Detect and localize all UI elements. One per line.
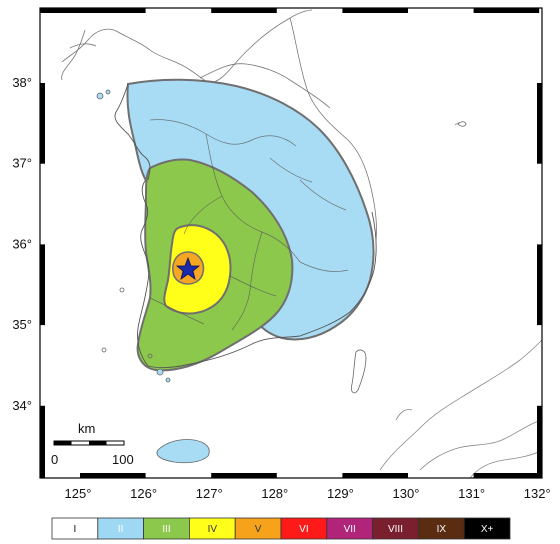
latitude-tick-label: 38° xyxy=(12,75,32,90)
legend-swatch xyxy=(463,517,511,540)
latitude-tick-label: 37° xyxy=(12,156,32,171)
legend-item: VIII xyxy=(372,517,419,540)
ulleung-island xyxy=(457,121,467,127)
legend-label: IV xyxy=(208,524,218,535)
scale-unit: km xyxy=(78,421,95,436)
longitude-tick-label: 132° xyxy=(524,486,551,501)
intensity-legend: I II III IV V VI VII VIII IX X+ xyxy=(51,517,511,540)
neighbor-coastlines xyxy=(61,9,377,241)
legend-item: VI xyxy=(280,517,328,540)
latitude-tick-label: 34° xyxy=(12,398,32,413)
map-frame xyxy=(39,7,543,479)
legend-label: II xyxy=(118,524,124,535)
latitude-axis: 38° 37° 36° 35° 34° xyxy=(12,75,32,413)
islands xyxy=(96,89,467,464)
province-borders xyxy=(149,119,349,331)
longitude-tick-label: 126° xyxy=(130,486,157,501)
epicenter-star-icon xyxy=(175,256,201,280)
legend-item: III xyxy=(143,517,190,540)
legend-label: VI xyxy=(299,524,308,535)
legend-label: I xyxy=(74,524,77,535)
longitude-tick-label: 128° xyxy=(261,486,288,501)
longitude-tick-label: 127° xyxy=(196,486,223,501)
tsushima-island xyxy=(351,349,367,394)
legend-item: IV xyxy=(188,517,236,540)
longitude-tick-label: 130° xyxy=(393,486,420,501)
longitude-tick-label: 131° xyxy=(458,486,485,501)
legend-label: IX xyxy=(437,524,447,535)
legend-label: VIII xyxy=(388,524,403,535)
legend-item: I xyxy=(51,517,99,540)
legend-item: IX xyxy=(417,517,465,540)
scale-start: 0 xyxy=(51,452,58,467)
longitude-tick-label: 125° xyxy=(65,486,92,501)
scale-end: 100 xyxy=(112,452,134,467)
longitude-axis: 125° 126° 127° 128° 129° 130° 131° 132° xyxy=(65,486,551,501)
latitude-tick-label: 36° xyxy=(12,236,32,251)
legend-item: V xyxy=(234,517,282,540)
legend-label: V xyxy=(255,524,262,535)
legend-item: VII xyxy=(326,517,373,540)
latitude-tick-label: 35° xyxy=(12,317,32,332)
legend-label: VII xyxy=(344,524,356,535)
legend-item: X+ xyxy=(463,517,511,540)
korea-coastline xyxy=(114,83,377,369)
legend-label: X+ xyxy=(481,524,494,535)
legend-label: III xyxy=(162,524,170,535)
longitude-tick-label: 129° xyxy=(327,486,354,501)
legend-item: II xyxy=(97,517,145,540)
jeju-island xyxy=(156,439,210,464)
scale-bar: km 0 100 xyxy=(51,421,134,467)
